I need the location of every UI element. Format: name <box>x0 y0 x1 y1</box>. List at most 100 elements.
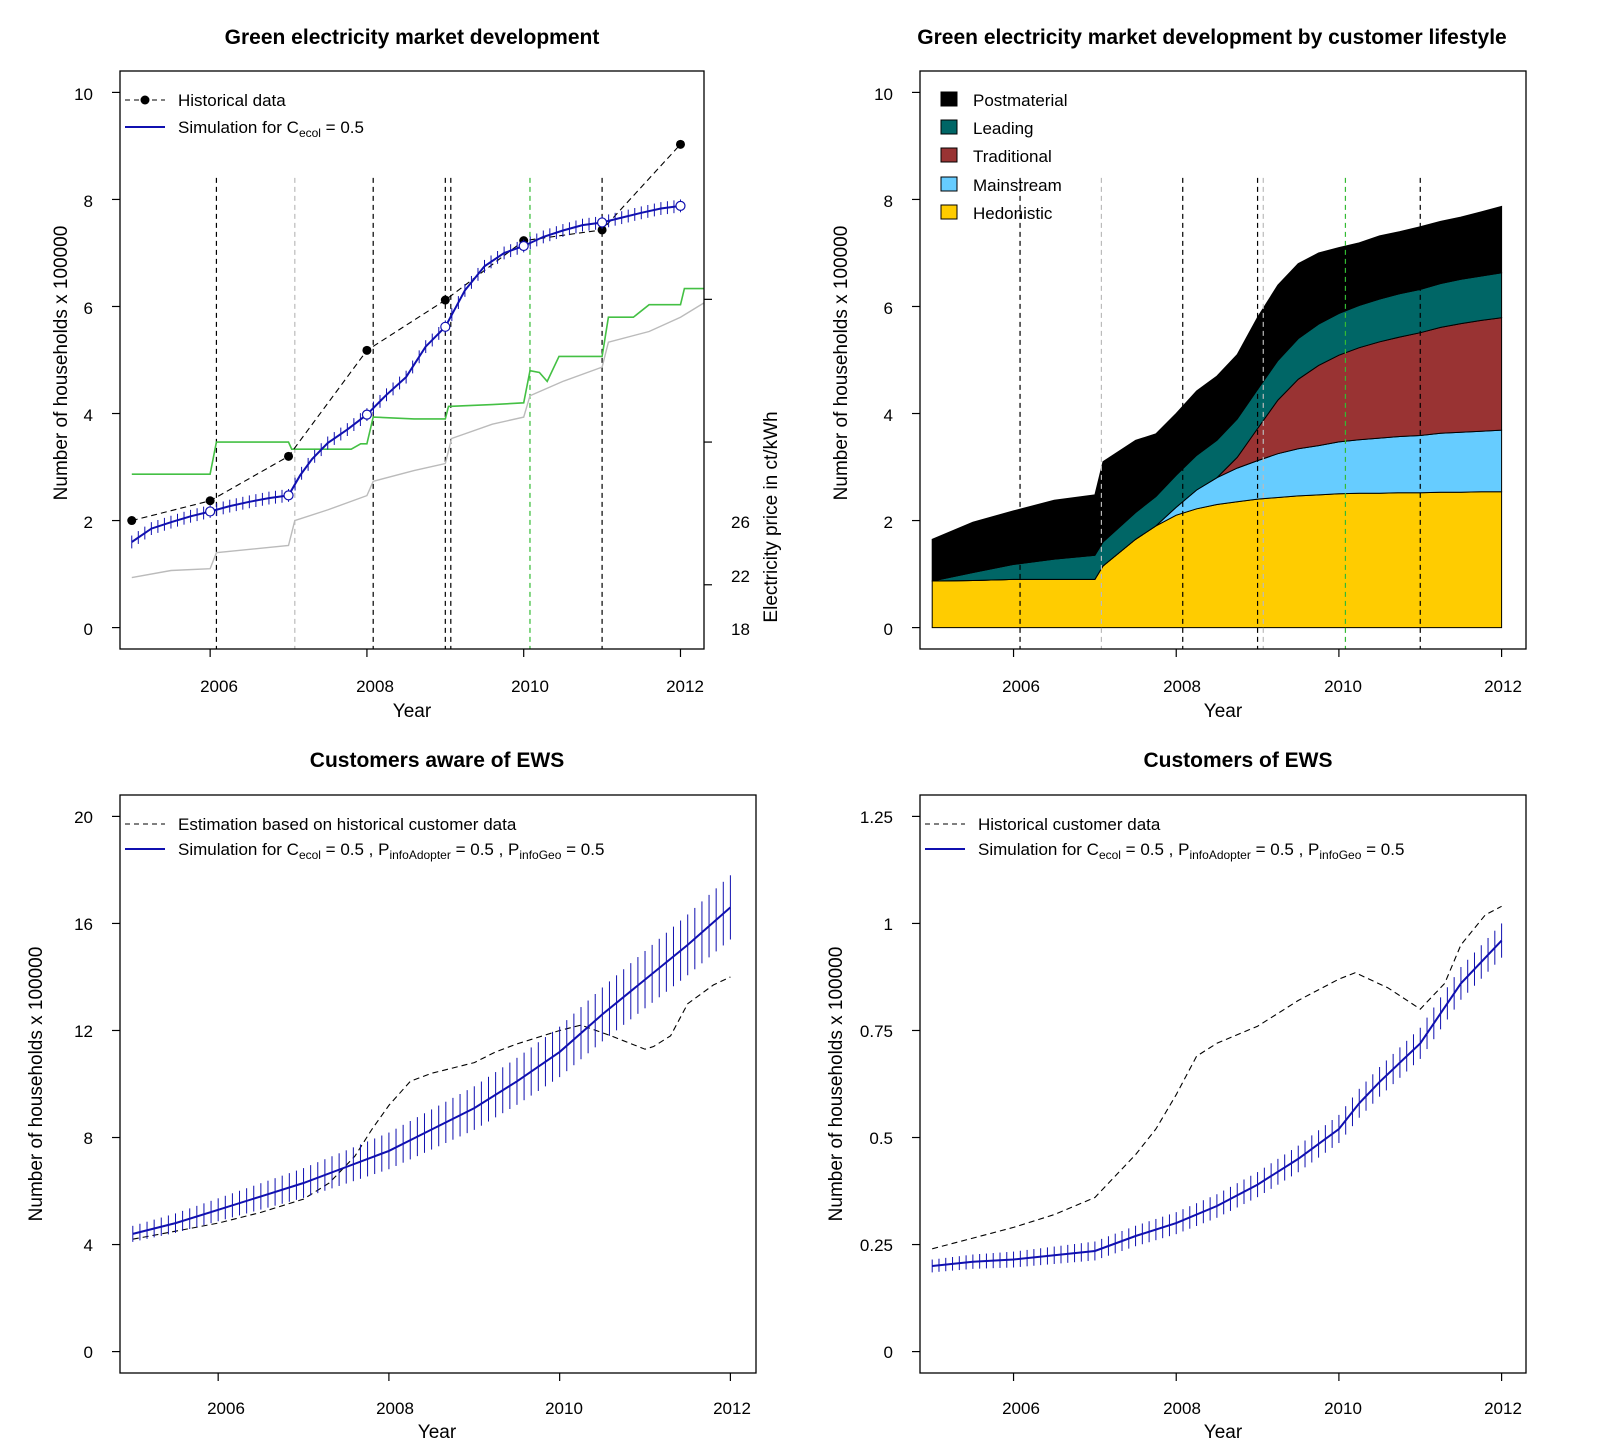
y-tick-label: 0.5 <box>869 1129 893 1148</box>
panel-market-development: Green electricity market development 200… <box>51 26 782 722</box>
x-tick-label: 2008 <box>1163 1399 1201 1418</box>
x-axis-label: Year <box>1204 1422 1243 1440</box>
series-line-simulation <box>132 906 732 1235</box>
data-point-simulation <box>205 506 216 517</box>
x-tick-label: 2008 <box>356 677 394 696</box>
x-tick-label: 2006 <box>1002 677 1040 696</box>
x-tick-label: 2012 <box>713 1399 751 1418</box>
legend-label: Hedonistic <box>973 204 1053 223</box>
legend-swatch-mainstream <box>940 176 958 192</box>
plot-box <box>919 794 1527 1374</box>
x-tick-label: 2010 <box>1324 677 1362 696</box>
series-line-simulation <box>932 939 1503 1267</box>
x-tick-labels: 2006 2008 2010 2012 <box>1002 1399 1522 1418</box>
y2-tick-label: 26 <box>731 513 750 532</box>
x-axis-label: Year <box>393 701 432 722</box>
panel-market-by-lifestyle: Green electricity market development by … <box>831 26 1527 722</box>
x-tick-labels: 2006 2008 2010 2012 <box>200 677 704 696</box>
panel-title: Green electricity market development <box>225 26 600 49</box>
y-tick-label: 8 <box>84 192 93 211</box>
x-tick-label: 2012 <box>1484 1399 1522 1418</box>
panel-customers-aware: Customers aware of EWS 2006 2008 2010 20… <box>26 749 757 1440</box>
y-tick-label: 0 <box>884 1343 893 1362</box>
y2-tick-label: 18 <box>731 620 750 639</box>
y-tick-label: 10 <box>874 85 893 104</box>
panel-title: Green electricity market development by … <box>917 26 1506 49</box>
y-tick-label: 6 <box>84 299 93 318</box>
y-tick-labels: 0 2 4 6 8 10 <box>74 85 93 639</box>
data-point-simulation <box>518 240 529 252</box>
plot-box <box>119 794 757 1374</box>
data-point-simulation <box>440 321 451 332</box>
x-tick-labels: 2006 2008 2010 2012 <box>1002 677 1522 696</box>
data-point-simulation <box>596 217 608 228</box>
data-point-historical <box>127 516 137 526</box>
y-tick-label: 12 <box>74 1022 93 1041</box>
y-tick-label: 4 <box>84 406 93 425</box>
data-point-simulation <box>675 200 686 211</box>
y-tick-label: 0 <box>884 620 893 639</box>
y-axis-label: Number of households x 100000 <box>51 226 72 501</box>
data-point-historical <box>597 225 607 235</box>
y-tick-labels: 0 0.25 0.5 0.75 1 1.25 <box>860 808 893 1362</box>
plot-box <box>119 70 705 650</box>
legend-label: Simulation for Cecol = 0.5 , PinfoAdopte… <box>978 840 1404 862</box>
series-line-gray-price <box>131 302 705 579</box>
y-tick-label: 4 <box>884 406 893 425</box>
data-point-simulation <box>283 490 294 501</box>
plot-box <box>919 70 1527 650</box>
data-point-historical <box>362 345 372 355</box>
legend: Historical customer data Simulation for … <box>925 815 1404 862</box>
data-point-historical <box>440 295 450 305</box>
x-tick-label: 2010 <box>1324 1399 1362 1418</box>
x-tick-label: 2010 <box>545 1399 583 1418</box>
data-point-simulation <box>361 409 373 420</box>
x-tick-label: 2006 <box>1002 1399 1040 1418</box>
series-line-historical <box>131 143 681 522</box>
data-point-historical <box>205 496 215 506</box>
x-axis-label: Year <box>418 1422 457 1440</box>
legend-label: Leading <box>973 119 1034 138</box>
y-axis-label: Number of households x 100000 <box>26 947 47 1222</box>
legend-label: Simulation for Cecol = 0.5 , PinfoAdopte… <box>178 840 604 862</box>
legend-label: Mainstream <box>973 176 1062 195</box>
y-tick-label: 8 <box>84 1129 93 1148</box>
legend: Historical data Simulation for Cecol = 0… <box>125 91 364 140</box>
y-tick-label: 0.25 <box>860 1236 893 1255</box>
x-tick-label: 2012 <box>1484 677 1522 696</box>
y-tick-label: 4 <box>84 1236 93 1255</box>
y2-tick-labels: 26 22 18 <box>731 513 750 639</box>
y-tick-label: 2 <box>84 513 93 532</box>
x-tick-label: 2010 <box>511 677 549 696</box>
y-tick-label: 20 <box>74 808 93 827</box>
y-tick-labels: 0 4 8 12 16 20 <box>74 808 93 1362</box>
x-tick-label: 2008 <box>376 1399 414 1418</box>
legend-swatch-leading <box>940 119 958 135</box>
legend-label: Postmaterial <box>973 91 1067 110</box>
y-tick-label: 1.25 <box>860 808 893 827</box>
y-tick-label: 0.75 <box>860 1022 893 1041</box>
legend-label: Estimation based on historical customer … <box>178 815 517 834</box>
y-tick-label: 0 <box>84 1343 93 1362</box>
x-tick-label: 2006 <box>207 1399 245 1418</box>
legend-key-historical-marker <box>140 95 150 105</box>
legend: Postmaterial Leading Traditional Mainstr… <box>940 91 1067 223</box>
y-axis-label: Number of households x 100000 <box>831 226 852 501</box>
x-tick-labels: 2006 2008 2010 2012 <box>207 1399 751 1418</box>
y-tick-label: 1 <box>884 915 893 934</box>
y2-axis-label: Electricity price in ct/kWh <box>761 411 782 622</box>
legend-label: Historical customer data <box>978 815 1161 834</box>
x-axis-label: Year <box>1204 701 1243 722</box>
panel-customers-of-ews: Customers of EWS 2006 2008 2010 2012 0 0… <box>826 749 1527 1440</box>
y-tick-label: 10 <box>74 85 93 104</box>
data-point-historical <box>675 139 685 149</box>
series-line-historical <box>932 905 1502 1250</box>
panel-title: Customers of EWS <box>1143 749 1332 772</box>
legend-swatch-traditional <box>940 147 958 163</box>
legend-label: Simulation for Cecol = 0.5 <box>178 118 364 140</box>
y-axis-label: Number of households x 100000 <box>826 947 847 1222</box>
series-line-historical <box>132 976 731 1240</box>
y-tick-label: 16 <box>74 915 93 934</box>
panel-title: Customers aware of EWS <box>310 749 564 772</box>
y-tick-label: 6 <box>884 299 893 318</box>
